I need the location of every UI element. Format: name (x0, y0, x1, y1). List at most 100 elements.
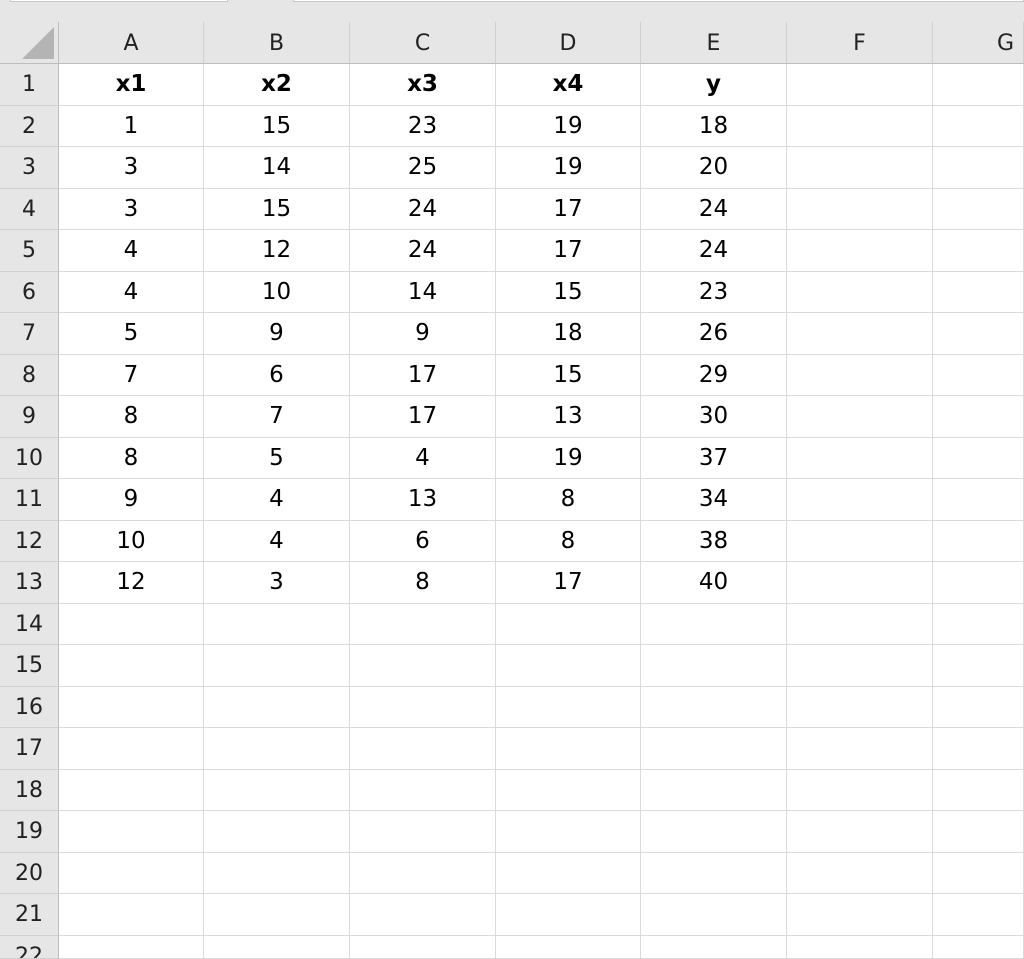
cell-E6[interactable]: 23 (641, 271, 787, 313)
column-header-G[interactable]: G (933, 22, 1024, 64)
row-header-12[interactable]: 12 (0, 520, 59, 562)
cell-G4[interactable] (933, 188, 1024, 230)
cell-E10[interactable]: 37 (641, 437, 787, 479)
cell-F3[interactable] (787, 147, 933, 189)
cell-D19[interactable] (496, 811, 641, 853)
cell-E18[interactable] (641, 769, 787, 811)
cell-A1[interactable]: x1 (59, 64, 204, 106)
row-header-18[interactable]: 18 (0, 769, 59, 811)
cell-C5[interactable]: 24 (350, 230, 496, 272)
row-header-13[interactable]: 13 (0, 562, 59, 604)
cell-G10[interactable] (933, 437, 1024, 479)
cell-D9[interactable]: 13 (496, 396, 641, 438)
cell-D6[interactable]: 15 (496, 271, 641, 313)
cell-C10[interactable]: 4 (350, 437, 496, 479)
row-header-22[interactable]: 22 (0, 935, 59, 959)
cell-B16[interactable] (204, 686, 350, 728)
cell-G20[interactable] (933, 852, 1024, 894)
row-header-16[interactable]: 16 (0, 686, 59, 728)
cell-G9[interactable] (933, 396, 1024, 438)
cell-G3[interactable] (933, 147, 1024, 189)
cell-C9[interactable]: 17 (350, 396, 496, 438)
cell-B6[interactable]: 10 (204, 271, 350, 313)
cell-E20[interactable] (641, 852, 787, 894)
cell-A17[interactable] (59, 728, 204, 770)
cell-F6[interactable] (787, 271, 933, 313)
row-header-9[interactable]: 9 (0, 396, 59, 438)
cell-C20[interactable] (350, 852, 496, 894)
cell-E15[interactable] (641, 645, 787, 687)
cell-D13[interactable]: 17 (496, 562, 641, 604)
cell-E7[interactable]: 26 (641, 313, 787, 355)
cell-B5[interactable]: 12 (204, 230, 350, 272)
column-header-A[interactable]: A (59, 22, 204, 64)
cell-B3[interactable]: 14 (204, 147, 350, 189)
cell-C15[interactable] (350, 645, 496, 687)
column-header-F[interactable]: F (787, 22, 933, 64)
cell-B1[interactable]: x2 (204, 64, 350, 106)
cell-A3[interactable]: 3 (59, 147, 204, 189)
cell-B14[interactable] (204, 603, 350, 645)
cell-A12[interactable]: 10 (59, 520, 204, 562)
cell-E8[interactable]: 29 (641, 354, 787, 396)
cell-A19[interactable] (59, 811, 204, 853)
cell-G7[interactable] (933, 313, 1024, 355)
cell-A5[interactable]: 4 (59, 230, 204, 272)
cell-C16[interactable] (350, 686, 496, 728)
cell-G1[interactable] (933, 64, 1024, 106)
cell-C4[interactable]: 24 (350, 188, 496, 230)
cell-D17[interactable] (496, 728, 641, 770)
cell-B11[interactable]: 4 (204, 479, 350, 521)
cell-D16[interactable] (496, 686, 641, 728)
cell-F18[interactable] (787, 769, 933, 811)
cell-D20[interactable] (496, 852, 641, 894)
cell-E17[interactable] (641, 728, 787, 770)
row-header-20[interactable]: 20 (0, 852, 59, 894)
cell-F15[interactable] (787, 645, 933, 687)
cell-A13[interactable]: 12 (59, 562, 204, 604)
cell-A14[interactable] (59, 603, 204, 645)
cell-B9[interactable]: 7 (204, 396, 350, 438)
cell-E3[interactable]: 20 (641, 147, 787, 189)
cell-C8[interactable]: 17 (350, 354, 496, 396)
row-header-10[interactable]: 10 (0, 437, 59, 479)
cell-G6[interactable] (933, 271, 1024, 313)
cell-G5[interactable] (933, 230, 1024, 272)
cell-C7[interactable]: 9 (350, 313, 496, 355)
cell-C17[interactable] (350, 728, 496, 770)
cell-F7[interactable] (787, 313, 933, 355)
select-all-button[interactable] (0, 22, 59, 64)
cell-G18[interactable] (933, 769, 1024, 811)
cell-F4[interactable] (787, 188, 933, 230)
cell-E14[interactable] (641, 603, 787, 645)
cell-D4[interactable]: 17 (496, 188, 641, 230)
cell-C21[interactable] (350, 894, 496, 936)
cell-C1[interactable]: x3 (350, 64, 496, 106)
cell-D22[interactable] (496, 935, 641, 959)
cell-D12[interactable]: 8 (496, 520, 641, 562)
cell-D15[interactable] (496, 645, 641, 687)
cell-C12[interactable]: 6 (350, 520, 496, 562)
cell-F9[interactable] (787, 396, 933, 438)
cell-C19[interactable] (350, 811, 496, 853)
cell-F16[interactable] (787, 686, 933, 728)
cell-B17[interactable] (204, 728, 350, 770)
column-header-B[interactable]: B (204, 22, 350, 64)
cell-F22[interactable] (787, 935, 933, 959)
cell-A21[interactable] (59, 894, 204, 936)
cell-C22[interactable] (350, 935, 496, 959)
row-header-17[interactable]: 17 (0, 728, 59, 770)
cell-G14[interactable] (933, 603, 1024, 645)
cell-B7[interactable]: 9 (204, 313, 350, 355)
cell-F1[interactable] (787, 64, 933, 106)
cell-E9[interactable]: 30 (641, 396, 787, 438)
cell-B18[interactable] (204, 769, 350, 811)
cell-D3[interactable]: 19 (496, 147, 641, 189)
cell-F11[interactable] (787, 479, 933, 521)
cell-D5[interactable]: 17 (496, 230, 641, 272)
cell-C11[interactable]: 13 (350, 479, 496, 521)
cell-A4[interactable]: 3 (59, 188, 204, 230)
cell-E13[interactable]: 40 (641, 562, 787, 604)
cell-B4[interactable]: 15 (204, 188, 350, 230)
cell-G22[interactable] (933, 935, 1024, 959)
